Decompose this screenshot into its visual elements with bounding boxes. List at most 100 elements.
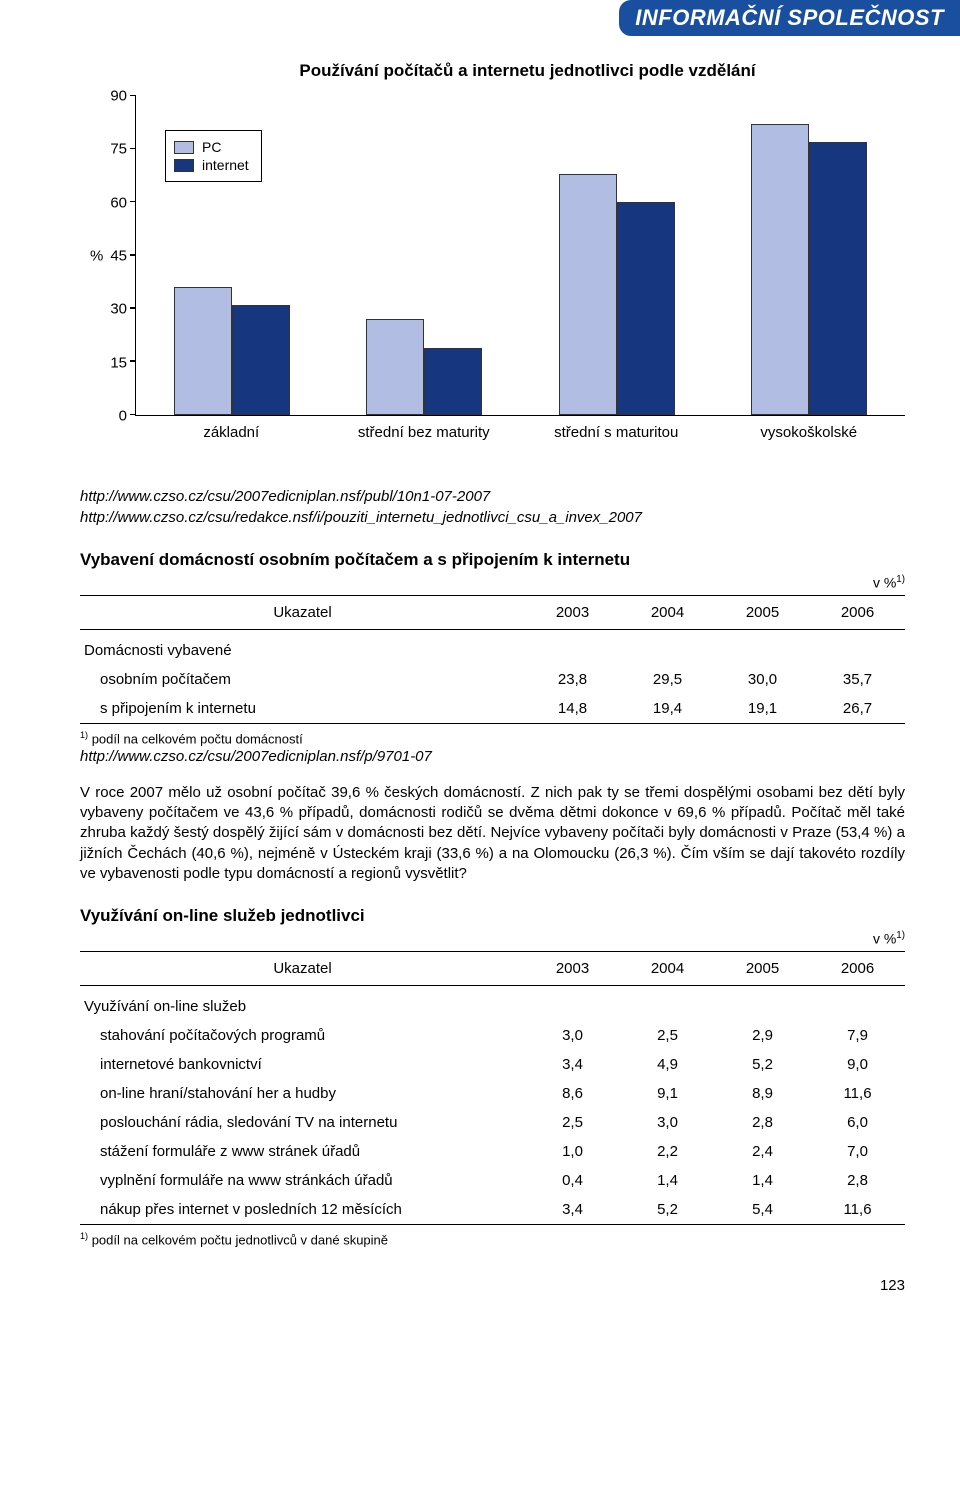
table-row: stážení formuláře z www stránek úřadů1,0…	[80, 1137, 905, 1166]
legend-swatch	[174, 141, 194, 154]
table1: Ukazatel 2003 2004 2005 2006 Domácnosti …	[80, 595, 905, 724]
table1-unit: v %1)	[80, 574, 905, 591]
legend-item: internet	[174, 157, 249, 173]
row-label: internetové bankovnictví	[80, 1050, 525, 1079]
bar	[366, 319, 424, 415]
table-row: internetové bankovnictví3,44,95,29,0	[80, 1050, 905, 1079]
page-number: 123	[80, 1277, 905, 1294]
table2-col-label: Ukazatel	[80, 951, 525, 985]
cell-value: 3,4	[525, 1050, 620, 1079]
x-axis-label: základní	[135, 416, 328, 456]
legend: PC internet	[165, 130, 262, 182]
cell-value: 2,9	[715, 1021, 810, 1050]
bar	[174, 287, 232, 415]
cell-value: 23,8	[525, 665, 620, 694]
table1-col-label: Ukazatel	[80, 595, 525, 629]
source-links: http://www.czso.cz/csu/2007edicniplan.ns…	[80, 486, 905, 528]
cell-value: 3,0	[620, 1108, 715, 1137]
cell-value: 30,0	[715, 665, 810, 694]
y-tick-mark	[130, 360, 136, 362]
cell-value: 9,1	[620, 1079, 715, 1108]
cell-value: 8,9	[715, 1079, 810, 1108]
cell-value: 19,4	[620, 694, 715, 724]
y-tick-mark	[130, 95, 136, 97]
y-axis: % 0153045607590	[80, 96, 135, 416]
row-label: vyplnění formuláře na www stránkách úřad…	[80, 1166, 525, 1195]
table2-header-row: Ukazatel 2003 2004 2005 2006	[80, 951, 905, 985]
table-row: s připojením k internetu14,819,419,126,7	[80, 694, 905, 724]
bar	[232, 305, 290, 415]
table1-col-2004: 2004	[620, 595, 715, 629]
bar	[424, 348, 482, 415]
bar-group	[328, 96, 520, 415]
table2-col-2003: 2003	[525, 951, 620, 985]
body-paragraph: V roce 2007 mělo už osobní počítač 39,6 …	[80, 783, 905, 884]
cell-value: 1,4	[715, 1166, 810, 1195]
legend-label: internet	[202, 157, 249, 173]
y-tick-mark	[130, 307, 136, 309]
y-axis-label: %	[90, 248, 103, 265]
table-row: on-line hraní/stahování her a hudby8,69,…	[80, 1079, 905, 1108]
cell-value: 0,4	[525, 1166, 620, 1195]
y-tick-label: 15	[110, 354, 127, 371]
table1-col-2005: 2005	[715, 595, 810, 629]
page-content: Používání počítačů a internetu jednotliv…	[0, 61, 960, 1334]
cell-value: 8,6	[525, 1079, 620, 1108]
cell-value: 35,7	[810, 665, 905, 694]
table-row: nákup přes internet v posledních 12 měsí…	[80, 1195, 905, 1225]
link-2[interactable]: http://www.czso.cz/csu/redakce.nsf/i/pou…	[80, 507, 905, 528]
cell-value: 19,1	[715, 694, 810, 724]
y-tick-label: 60	[110, 194, 127, 211]
cell-value: 2,8	[810, 1166, 905, 1195]
y-tick-mark	[130, 254, 136, 256]
table-row: vyplnění formuláře na www stránkách úřad…	[80, 1166, 905, 1195]
bar	[559, 174, 617, 415]
table1-col-2003: 2003	[525, 595, 620, 629]
header-title: INFORMAČNÍ SPOLEČNOST	[635, 5, 944, 30]
table1-header-row: Ukazatel 2003 2004 2005 2006	[80, 595, 905, 629]
y-tick-label: 90	[110, 88, 127, 105]
table-row: stahování počítačových programů3,02,52,9…	[80, 1021, 905, 1050]
table2-title: Využívání on-line služeb jednotlivci	[80, 906, 905, 926]
bar	[617, 202, 675, 415]
cell-value: 2,5	[620, 1021, 715, 1050]
table1-col-2006: 2006	[810, 595, 905, 629]
table2-section-row: Využívání on-line služeb	[80, 985, 905, 1021]
chart-title: Používání počítačů a internetu jednotliv…	[150, 61, 905, 81]
cell-value: 5,2	[620, 1195, 715, 1225]
table2-section-label: Využívání on-line služeb	[80, 985, 905, 1021]
table2-col-2005: 2005	[715, 951, 810, 985]
table1-footnote-link[interactable]: http://www.czso.cz/csu/2007edicniplan.ns…	[80, 748, 905, 765]
y-tick-label: 0	[119, 408, 127, 425]
cell-value: 11,6	[810, 1195, 905, 1225]
legend-label: PC	[202, 139, 221, 155]
bar	[809, 142, 867, 415]
table2-unit: v %1)	[80, 930, 905, 947]
bar	[751, 124, 809, 415]
table1-section-label: Domácnosti vybavené	[80, 629, 905, 665]
cell-value: 26,7	[810, 694, 905, 724]
y-tick-mark	[130, 148, 136, 150]
cell-value: 5,4	[715, 1195, 810, 1225]
x-axis-label: střední s maturitou	[520, 416, 713, 456]
row-label: nákup přes internet v posledních 12 měsí…	[80, 1195, 525, 1225]
link-1[interactable]: http://www.czso.cz/csu/2007edicniplan.ns…	[80, 486, 905, 507]
table2-footnote: 1) podíl na celkovém počtu jednotlivců v…	[80, 1231, 905, 1247]
y-tick-label: 75	[110, 141, 127, 158]
cell-value: 2,2	[620, 1137, 715, 1166]
row-label: osobním počítačem	[80, 665, 525, 694]
cell-value: 1,4	[620, 1166, 715, 1195]
row-label: poslouchání rádia, sledování TV na inter…	[80, 1108, 525, 1137]
legend-item: PC	[174, 139, 249, 155]
cell-value: 29,5	[620, 665, 715, 694]
cell-value: 5,2	[715, 1050, 810, 1079]
table2-col-2004: 2004	[620, 951, 715, 985]
cell-value: 7,0	[810, 1137, 905, 1166]
table1-title: Vybavení domácností osobním počítačem a …	[80, 550, 905, 570]
cell-value: 2,8	[715, 1108, 810, 1137]
bar-chart: % 0153045607590 základnístřední bez matu…	[80, 96, 905, 456]
y-tick-label: 30	[110, 301, 127, 318]
table2: Ukazatel 2003 2004 2005 2006 Využívání o…	[80, 951, 905, 1225]
bar-group	[521, 96, 713, 415]
cell-value: 2,4	[715, 1137, 810, 1166]
